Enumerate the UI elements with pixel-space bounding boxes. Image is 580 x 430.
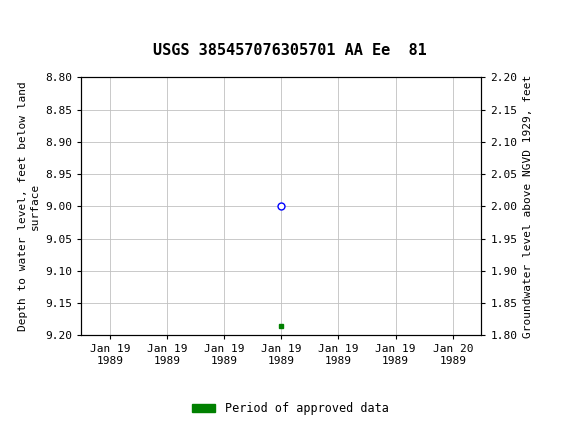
Text: USGS 385457076305701 AA Ee  81: USGS 385457076305701 AA Ee 81: [153, 43, 427, 58]
Y-axis label: Depth to water level, feet below land
surface: Depth to water level, feet below land su…: [18, 82, 39, 331]
Legend: Period of approved data: Period of approved data: [187, 397, 393, 420]
Text: USGS: USGS: [32, 10, 92, 29]
Y-axis label: Groundwater level above NGVD 1929, feet: Groundwater level above NGVD 1929, feet: [523, 75, 533, 338]
Text: ≡: ≡: [9, 7, 30, 31]
